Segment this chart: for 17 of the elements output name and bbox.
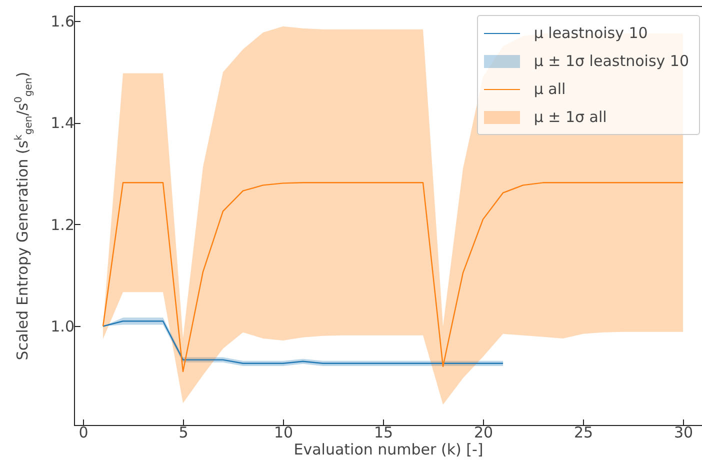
x-tick-label: 20 [474,424,494,442]
x-tick-label: 10 [274,424,294,442]
x-axis-title: Evaluation number (k) [-] [294,440,484,458]
legend-label: μ leastnoisy 10 [534,24,648,42]
legend-label: μ all [534,80,566,98]
x-tick-label: 15 [374,424,394,442]
y-tick-label: 1.2 [50,216,74,234]
annotation: μ ± 1σ leastnoisy 10 [534,52,689,70]
y-tick-label: 1.4 [50,114,74,132]
x-tick-label: 0 [78,424,88,442]
y-tick-label: 1.0 [50,318,74,336]
y-tick-label: 1.6 [50,12,74,30]
x-tick-label: 5 [178,424,188,442]
line-series [102,182,684,372]
annotation: μ ± 1σ all [534,108,607,126]
x-tick-label: 25 [574,424,594,442]
x-tick-label: 30 [674,424,694,442]
